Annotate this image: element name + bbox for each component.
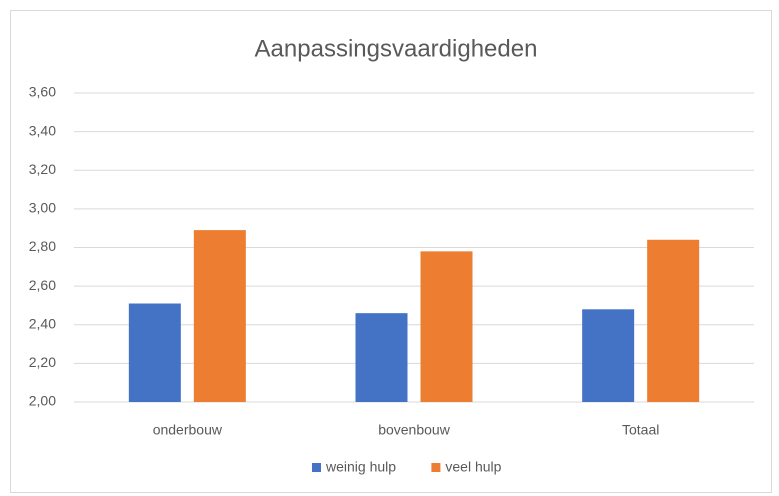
y-tick-label: 2,80 (29, 238, 56, 254)
chart-border (10, 10, 772, 493)
legend-label: veel hulp (445, 459, 501, 475)
y-tick-label: 2,60 (29, 277, 56, 293)
bar (420, 251, 473, 402)
bar (193, 230, 246, 402)
y-tick-label: 2,20 (29, 354, 56, 370)
x-tick-label: bovenbouw (378, 422, 451, 438)
bar (647, 239, 700, 402)
bar (128, 303, 181, 402)
chart-title: Aanpassingsvaardigheden (255, 35, 538, 62)
y-tick-label: 3,20 (29, 161, 56, 177)
legend-swatch (431, 463, 441, 472)
y-tick-label: 2,00 (29, 393, 56, 409)
bar (355, 313, 408, 402)
y-tick-label: 3,40 (29, 122, 56, 138)
legend-swatch (312, 463, 321, 472)
legend-label: weinig hulp (325, 459, 396, 475)
y-tick-label: 3,60 (29, 84, 56, 100)
y-tick-label: 2,40 (29, 315, 56, 331)
x-tick-label: Totaal (622, 422, 659, 438)
bar (582, 309, 635, 402)
x-tick-label: onderbouw (153, 422, 223, 438)
y-tick-label: 3,00 (29, 200, 56, 216)
